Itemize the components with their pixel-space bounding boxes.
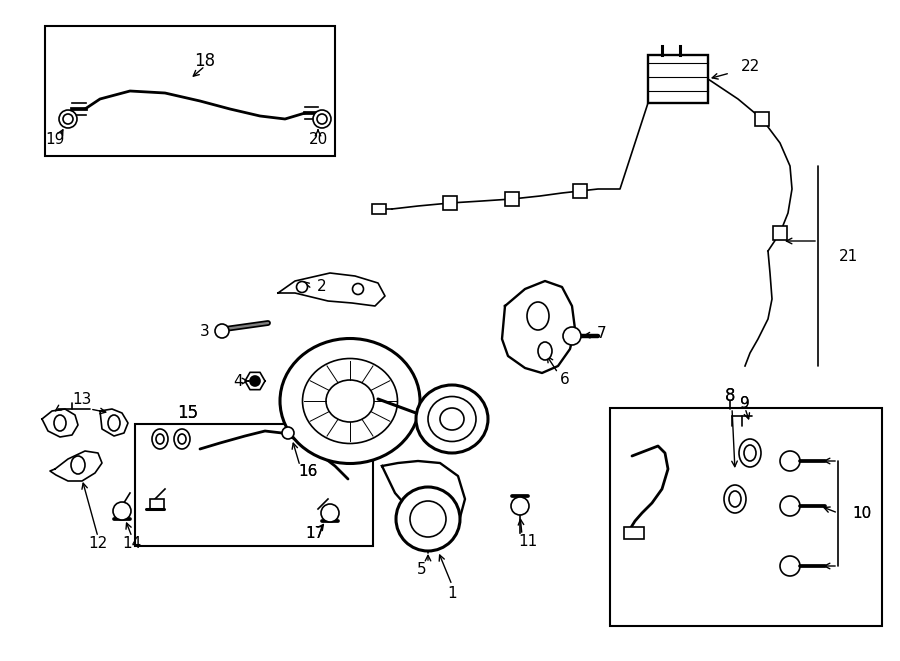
Text: 1: 1 xyxy=(447,586,457,600)
Circle shape xyxy=(780,496,800,516)
Circle shape xyxy=(282,427,294,439)
Bar xyxy=(372,204,386,214)
Bar xyxy=(624,527,644,539)
Circle shape xyxy=(59,110,77,128)
Ellipse shape xyxy=(174,429,190,449)
Circle shape xyxy=(63,114,73,124)
Bar xyxy=(610,408,882,626)
Circle shape xyxy=(321,504,339,522)
Text: 9: 9 xyxy=(740,395,750,410)
Text: 4: 4 xyxy=(233,373,243,389)
Circle shape xyxy=(296,282,308,293)
Bar xyxy=(150,499,164,509)
Ellipse shape xyxy=(302,358,398,444)
Ellipse shape xyxy=(54,415,66,431)
Text: 3: 3 xyxy=(200,323,210,338)
Circle shape xyxy=(313,110,331,128)
Circle shape xyxy=(511,497,529,515)
Text: 12: 12 xyxy=(88,535,108,551)
Text: 14: 14 xyxy=(122,535,141,551)
Ellipse shape xyxy=(108,415,120,431)
Text: 17: 17 xyxy=(305,525,325,541)
Circle shape xyxy=(563,327,581,345)
Ellipse shape xyxy=(538,342,552,360)
Text: 16: 16 xyxy=(298,463,318,479)
Text: 13: 13 xyxy=(72,391,92,407)
Text: 10: 10 xyxy=(852,506,871,520)
Ellipse shape xyxy=(729,491,741,507)
Text: 7: 7 xyxy=(598,325,607,340)
Bar xyxy=(648,55,708,103)
Text: 5: 5 xyxy=(418,561,427,576)
Ellipse shape xyxy=(739,439,761,467)
Text: 19: 19 xyxy=(45,132,65,147)
Circle shape xyxy=(113,502,131,520)
Text: 10: 10 xyxy=(852,506,871,520)
Ellipse shape xyxy=(428,397,476,442)
Text: 6: 6 xyxy=(560,371,570,387)
Ellipse shape xyxy=(527,302,549,330)
Ellipse shape xyxy=(440,408,464,430)
Text: 21: 21 xyxy=(839,249,858,264)
Text: 15: 15 xyxy=(177,404,199,422)
Ellipse shape xyxy=(71,456,85,474)
Text: 18: 18 xyxy=(194,52,216,70)
Text: 11: 11 xyxy=(518,533,537,549)
Text: 8: 8 xyxy=(724,387,735,405)
Circle shape xyxy=(353,284,364,295)
Text: 2: 2 xyxy=(317,278,327,293)
Text: 20: 20 xyxy=(309,132,328,147)
Bar xyxy=(135,424,373,546)
Ellipse shape xyxy=(416,385,488,453)
Ellipse shape xyxy=(152,429,168,449)
Circle shape xyxy=(317,114,327,124)
Ellipse shape xyxy=(724,485,746,513)
Circle shape xyxy=(410,501,446,537)
Circle shape xyxy=(215,324,229,338)
Circle shape xyxy=(780,451,800,471)
Ellipse shape xyxy=(156,434,164,444)
Text: 16: 16 xyxy=(298,463,318,479)
Text: 9: 9 xyxy=(740,395,750,410)
Circle shape xyxy=(396,487,460,551)
Ellipse shape xyxy=(744,445,756,461)
Ellipse shape xyxy=(326,380,374,422)
Circle shape xyxy=(250,376,260,386)
Text: 8: 8 xyxy=(724,387,735,405)
Bar xyxy=(573,184,587,198)
Circle shape xyxy=(780,556,800,576)
Ellipse shape xyxy=(280,338,420,463)
Text: 17: 17 xyxy=(305,525,325,541)
Text: 22: 22 xyxy=(741,59,760,73)
Bar xyxy=(755,112,769,126)
Bar xyxy=(45,26,335,156)
Ellipse shape xyxy=(178,434,186,444)
Bar xyxy=(505,192,519,206)
Bar xyxy=(443,196,457,210)
Text: 15: 15 xyxy=(177,404,199,422)
Bar xyxy=(773,226,787,240)
